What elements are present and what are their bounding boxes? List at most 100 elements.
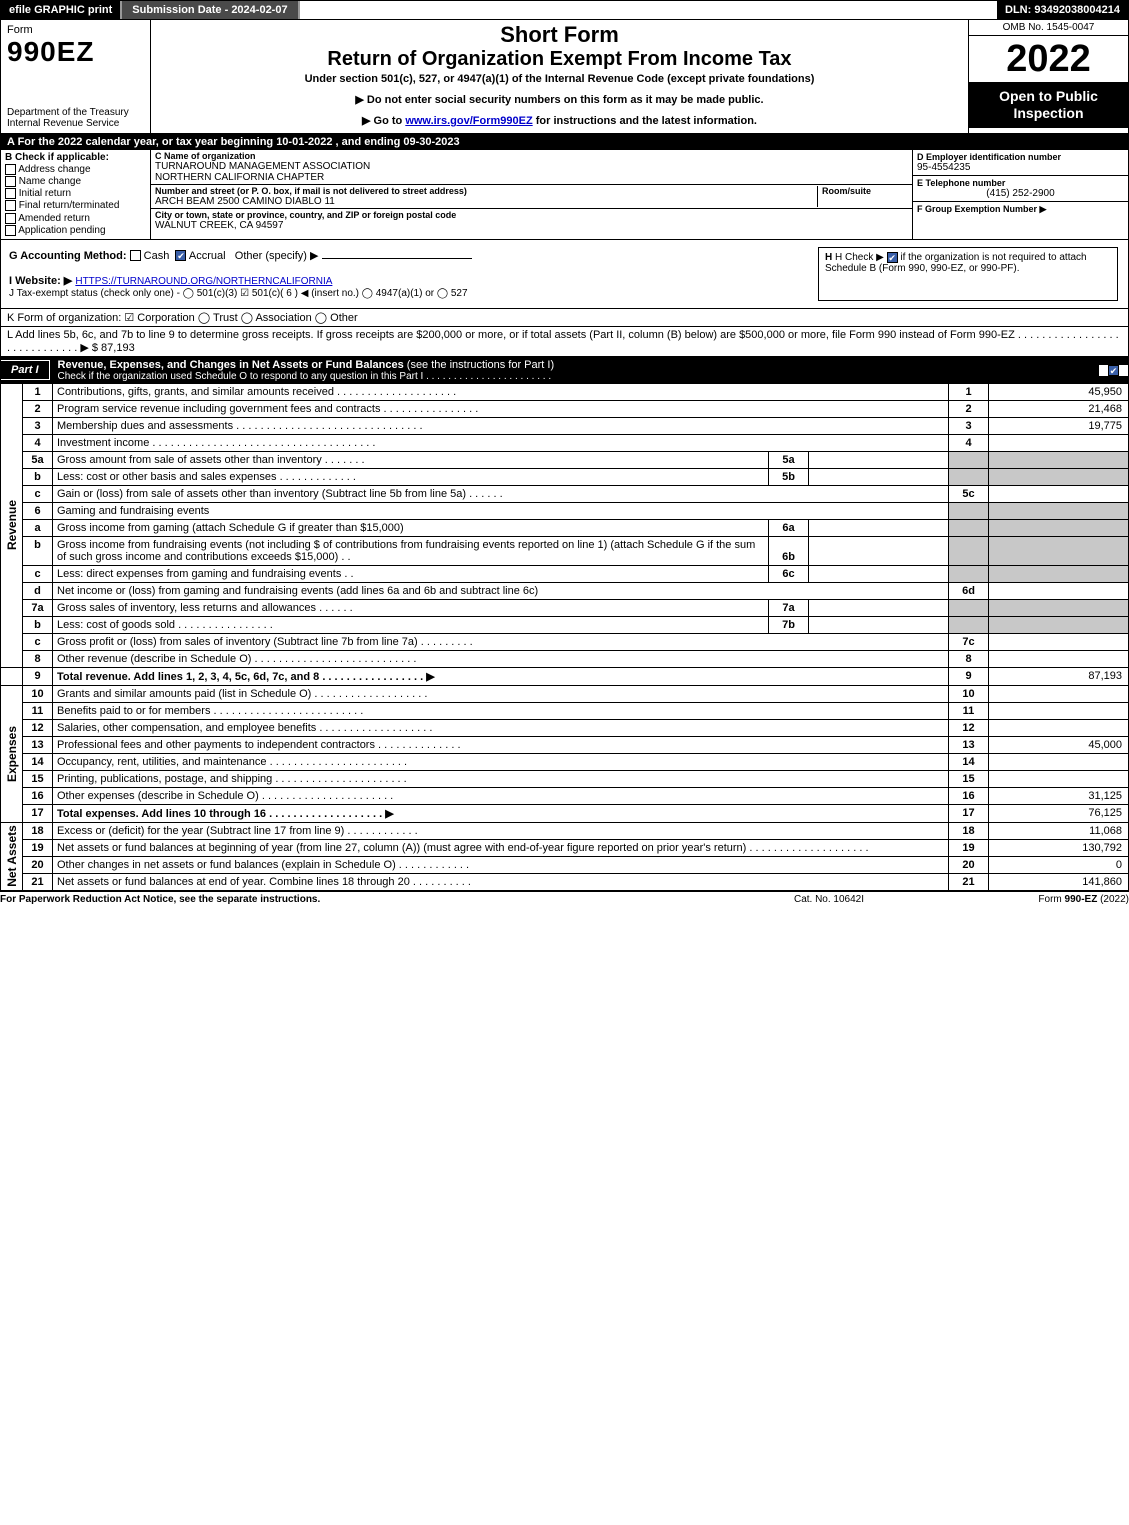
- cb-name-change[interactable]: Name change: [5, 176, 146, 187]
- cb-address-change[interactable]: Address change: [5, 164, 146, 175]
- cb-schedule-b[interactable]: ✔: [887, 252, 898, 263]
- line-21-value: 141,860: [989, 873, 1129, 890]
- table-row: Expenses 10Grants and similar amounts pa…: [1, 685, 1129, 702]
- table-row: 8Other revenue (describe in Schedule O) …: [1, 650, 1129, 667]
- line-6c-subval: [809, 565, 949, 582]
- line-19-num: 19: [23, 839, 53, 856]
- table-row: cLess: direct expenses from gaming and f…: [1, 565, 1129, 582]
- line-3-num: 3: [23, 417, 53, 434]
- line-6b-desc: Gross income from fundraising events (no…: [53, 536, 769, 565]
- line-2-num: 2: [23, 400, 53, 417]
- table-row: 4Investment income . . . . . . . . . . .…: [1, 434, 1129, 451]
- table-row: 2Program service revenue including gover…: [1, 400, 1129, 417]
- line-21-num: 21: [23, 873, 53, 890]
- cb-initial-return[interactable]: Initial return: [5, 188, 146, 199]
- line-1-value: 45,950: [989, 384, 1129, 401]
- open-to-public: Open to Public Inspection: [969, 82, 1128, 128]
- line-15-desc: Printing, publications, postage, and shi…: [53, 770, 949, 787]
- line-20-rnum: 20: [949, 856, 989, 873]
- line-5a-rval: [989, 451, 1129, 468]
- tax-year: 2022: [969, 36, 1128, 82]
- line-8-num: 8: [23, 650, 53, 667]
- header-right: OMB No. 1545-0047 2022 Open to Public In…: [968, 20, 1128, 133]
- line-12-desc: Salaries, other compensation, and employ…: [53, 719, 949, 736]
- line-7b-subcol: 7b: [769, 616, 809, 633]
- line-11-value: [989, 702, 1129, 719]
- line-6b-num: b: [23, 536, 53, 565]
- cb-cash[interactable]: [130, 250, 141, 261]
- line-1-num: 1: [23, 384, 53, 401]
- line-13-value: 45,000: [989, 736, 1129, 753]
- org-name-2: NORTHERN CALIFORNIA CHAPTER: [155, 172, 908, 183]
- cb-accrual[interactable]: ✔: [175, 250, 186, 261]
- table-row: 5aGross amount from sale of assets other…: [1, 451, 1129, 468]
- g-other: Other (specify) ▶: [235, 250, 319, 262]
- table-row: 9Total revenue. Add lines 1, 2, 3, 4, 5c…: [1, 667, 1129, 685]
- revenue-sidelabel: Revenue: [1, 384, 23, 668]
- cb-address-change-label: Address change: [18, 164, 90, 175]
- table-row: bLess: cost of goods sold . . . . . . . …: [1, 616, 1129, 633]
- line-20-desc: Other changes in net assets or fund bala…: [53, 856, 949, 873]
- line-6b-rnum: [949, 536, 989, 565]
- line-6c-subcol: 6c: [769, 565, 809, 582]
- line-9-num: 9: [23, 667, 53, 685]
- org-name-row: C Name of organization TURNAROUND MANAGE…: [151, 150, 912, 185]
- line-7a-subval: [809, 599, 949, 616]
- footer-mid: Cat. No. 10642I: [729, 894, 929, 905]
- table-row: 12Salaries, other compensation, and empl…: [1, 719, 1129, 736]
- j-line: J Tax-exempt status (check only one) - ◯…: [9, 288, 468, 299]
- line-10-rnum: 10: [949, 685, 989, 702]
- expenses-sidelabel: Expenses: [1, 685, 23, 822]
- table-row: bLess: cost or other basis and sales exp…: [1, 468, 1129, 485]
- cb-amended-return-label: Amended return: [18, 213, 90, 224]
- line-7b-rval: [989, 616, 1129, 633]
- ein-value: 95-4554235: [917, 162, 1124, 173]
- line-14-rnum: 14: [949, 753, 989, 770]
- sub3-post: for instructions and the latest informat…: [533, 115, 757, 127]
- line-6-rval: [989, 502, 1129, 519]
- sub3-pre: ▶ Go to: [362, 115, 405, 127]
- footer-right: Form 990-EZ (2022): [929, 894, 1129, 905]
- line-16-rnum: 16: [949, 787, 989, 804]
- h-text-pre: H Check ▶: [835, 252, 887, 263]
- city-value: WALNUT CREEK, CA 94597: [155, 220, 908, 231]
- website-link[interactable]: HTTPS://TURNAROUND.ORG/NORTHERNCALIFORNI…: [75, 276, 332, 287]
- line-19-rnum: 19: [949, 839, 989, 856]
- line-11-rnum: 11: [949, 702, 989, 719]
- table-row: cGross profit or (loss) from sales of in…: [1, 633, 1129, 650]
- cb-final-return[interactable]: Final return/terminated: [5, 200, 146, 211]
- part-1-tag: Part I: [1, 360, 50, 380]
- line-10-num: 10: [23, 685, 53, 702]
- irs-link[interactable]: www.irs.gov/Form990EZ: [405, 115, 532, 127]
- cb-application-pending[interactable]: Application pending: [5, 225, 146, 236]
- line-16-value: 31,125: [989, 787, 1129, 804]
- submission-date: Submission Date - 2024-02-07: [120, 1, 299, 19]
- table-row: aGross income from gaming (attach Schedu…: [1, 519, 1129, 536]
- line-7a-desc: Gross sales of inventory, less returns a…: [53, 599, 769, 616]
- line-a: A For the 2022 calendar year, or tax yea…: [0, 134, 1129, 150]
- line-17-desc: Total expenses. Add lines 10 through 16 …: [53, 804, 949, 822]
- telephone-value: (415) 252-2900: [917, 188, 1124, 199]
- line-17-num: 17: [23, 804, 53, 822]
- efile-print-label[interactable]: efile GRAPHIC print: [1, 1, 120, 19]
- g-other-blank[interactable]: [322, 258, 472, 259]
- cb-amended-return[interactable]: Amended return: [5, 213, 146, 224]
- table-row: 20Other changes in net assets or fund ba…: [1, 856, 1129, 873]
- line-6d-desc: Net income or (loss) from gaming and fun…: [53, 582, 949, 599]
- line-12-rnum: 12: [949, 719, 989, 736]
- line-5a-subcol: 5a: [769, 451, 809, 468]
- line-5b-rval: [989, 468, 1129, 485]
- cb-schedule-o[interactable]: ✔: [1108, 365, 1119, 376]
- subtitle-1: Under section 501(c), 527, or 4947(a)(1)…: [157, 73, 962, 85]
- table-row: dNet income or (loss) from gaming and fu…: [1, 582, 1129, 599]
- line-6c-num: c: [23, 565, 53, 582]
- group-exemption-label: F Group Exemption Number ▶: [917, 204, 1124, 215]
- line-6-rnum: [949, 502, 989, 519]
- line-15-value: [989, 770, 1129, 787]
- section-bcdef: B Check if applicable: Address change Na…: [0, 150, 1129, 240]
- line-5b-subcol: 5b: [769, 468, 809, 485]
- line-9-desc: Total revenue. Add lines 1, 2, 3, 4, 5c,…: [53, 667, 949, 685]
- line-6c-rnum: [949, 565, 989, 582]
- netassets-sidelabel: Net Assets: [1, 822, 23, 890]
- line-17-rnum: 17: [949, 804, 989, 822]
